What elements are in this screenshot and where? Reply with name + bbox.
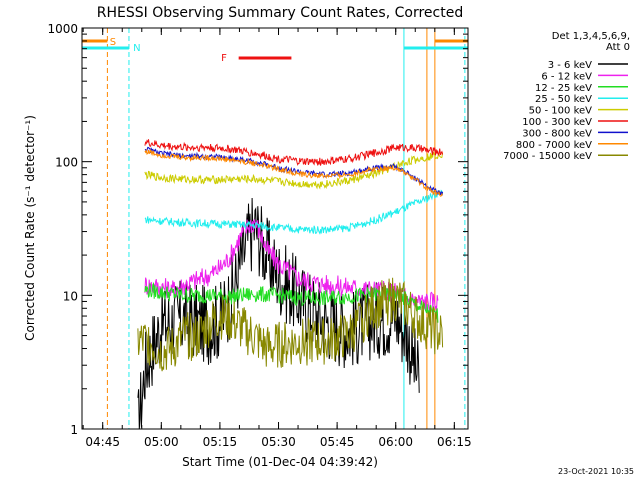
x-tick-label-5: 06:00 xyxy=(378,435,413,449)
y-tick-label-2: 100 xyxy=(55,156,78,170)
y-tick-label-3: 1000 xyxy=(47,22,78,36)
legend-label-9: 7000 - 15000 keV xyxy=(503,151,592,162)
series-line-3 xyxy=(144,281,439,323)
x-axis: 04:45 05:00 05:15 05:30 05:45 06:00 06:15 xyxy=(82,28,472,449)
series-line-9 xyxy=(137,277,444,372)
saa-flag-label: S xyxy=(110,37,116,48)
x-tick-label-1: 05:00 xyxy=(144,435,179,449)
x-tick-label-2: 05:15 xyxy=(203,435,238,449)
y-axis: 1 10 100 1000 xyxy=(47,22,468,437)
x-tick-label-3: 05:30 xyxy=(261,435,296,449)
series-line-4 xyxy=(144,189,444,235)
night-flag-label: N xyxy=(133,43,140,54)
series-line-8 xyxy=(144,148,444,197)
y-tick-label-0: 1 xyxy=(70,423,78,437)
series-line-7 xyxy=(144,146,444,196)
generation-timestamp: 23-Oct-2021 10:35 xyxy=(558,467,634,476)
x-axis-label: Start Time (01-Dec-04 04:39:42) xyxy=(182,455,378,469)
flag-layer: S N F xyxy=(82,28,468,429)
plot-frame xyxy=(81,27,469,430)
chart-title: RHESSI Observing Summary Count Rates, Co… xyxy=(97,5,463,21)
legend-label-4: 25 - 50 keV xyxy=(535,94,592,105)
legend-label-8: 800 - 7000 keV xyxy=(516,140,592,151)
y-tick-label-1: 10 xyxy=(63,289,78,303)
legend-header-detectors: Det 1,3,4,5,6,9, xyxy=(552,31,630,42)
legend-label-6: 100 - 300 keV xyxy=(522,117,592,128)
series-line-6 xyxy=(144,139,444,166)
flare-flag-label: F xyxy=(221,53,227,64)
x-tick-label-6: 06:15 xyxy=(437,435,472,449)
legend-label-5: 50 - 100 keV xyxy=(529,106,593,117)
legend-header-attenuator: Att 0 xyxy=(606,42,630,53)
legend-label-2: 6 - 12 keV xyxy=(541,71,592,82)
y-axis-label: Corrected Count Rate (s⁻¹ detector⁻¹) xyxy=(23,115,37,341)
x-tick-label-0: 04:45 xyxy=(85,435,120,449)
legend-label-7: 300 - 800 keV xyxy=(522,128,592,139)
x-tick-label-4: 05:45 xyxy=(320,435,355,449)
series-layer xyxy=(137,139,444,430)
legend-label-3: 12 - 25 keV xyxy=(535,83,592,94)
legend-label-1: 3 - 6 keV xyxy=(548,60,592,71)
